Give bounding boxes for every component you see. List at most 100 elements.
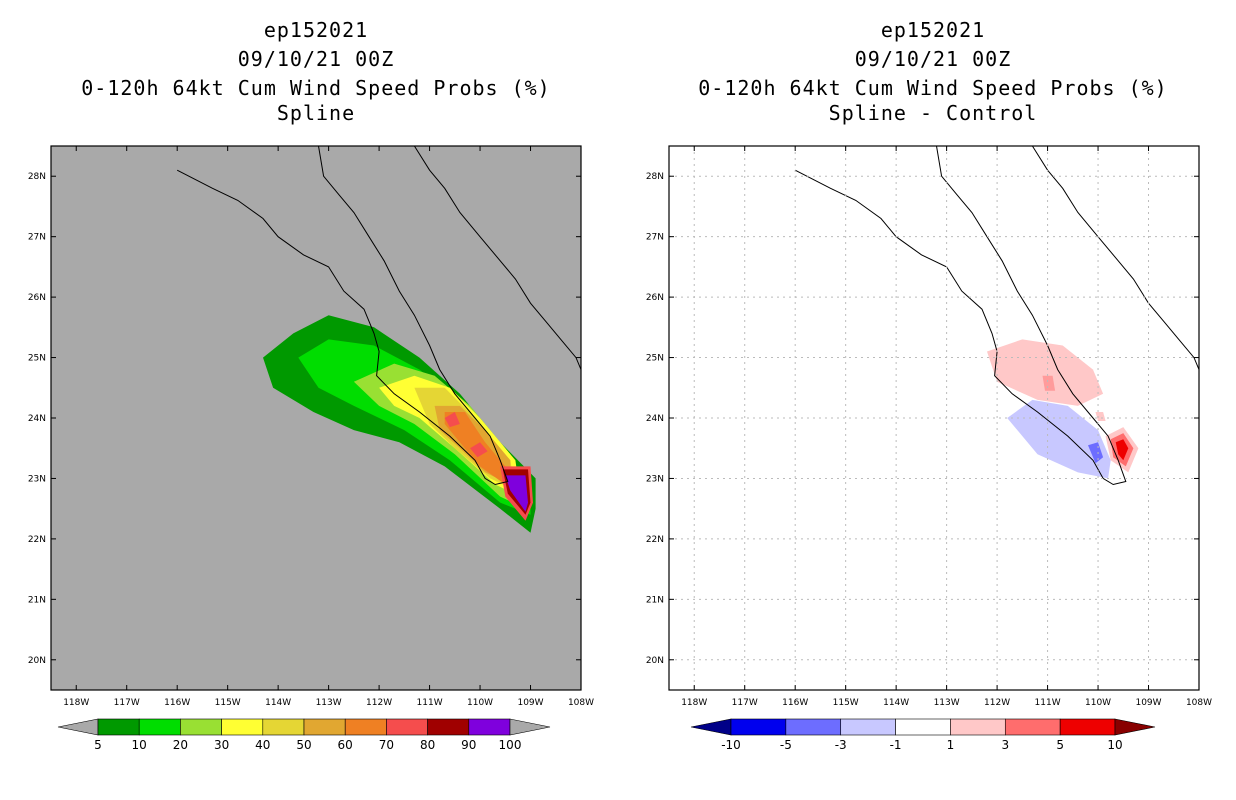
colorbar-label-5: 50 — [296, 738, 311, 752]
contour-level-90-11 — [505, 475, 528, 512]
x-tick-label-108W: 108W — [568, 698, 594, 708]
x-tick-label-115W: 115W — [215, 698, 241, 708]
contour-level-neg1-2 — [1007, 399, 1111, 479]
y-tick-label-20N: 20N — [646, 656, 664, 666]
colorbar-label-5: 3 — [1001, 738, 1009, 752]
y-tick-label-26N: 26N — [646, 293, 664, 303]
colorbar-below-triangle — [690, 718, 732, 736]
colorbar-swatch-7 — [386, 718, 428, 736]
colorbar-swatch-6 — [344, 718, 387, 736]
y-tick-label-26N: 26N — [28, 293, 46, 303]
plot-area — [51, 146, 581, 690]
right-valid-time: 09/10/21 00Z — [854, 47, 1012, 71]
x-tick-label-109W: 109W — [1135, 698, 1161, 708]
colorbar-below-triangle — [57, 718, 99, 736]
colorbar-swatch-1 — [138, 718, 181, 736]
y-tick-label-21N: 21N — [28, 595, 46, 605]
y-tick-label-25N: 25N — [646, 354, 664, 364]
colorbar-swatch-4 — [950, 718, 1006, 736]
colorbar-swatch-9 — [468, 718, 511, 736]
contour-level-70-7 — [444, 412, 460, 428]
y-tick-label-20N: 20N — [28, 656, 46, 666]
right-storm-id: ep152021 — [880, 18, 986, 42]
colorbar-swatch-5 — [1004, 718, 1061, 736]
colorbar-label-0: 5 — [94, 738, 102, 752]
x-tick-label-108W: 108W — [1186, 698, 1212, 708]
x-tick-label-115W: 115W — [833, 698, 859, 708]
x-tick-label-114W: 114W — [265, 698, 291, 708]
colorbar-label-8: 80 — [420, 738, 435, 752]
x-tick-label-111W: 111W — [1035, 698, 1061, 708]
left-storm-id: ep152021 — [263, 18, 369, 42]
y-tick-label-27N: 27N — [28, 233, 46, 243]
left-chart: 118W 117W 116W 115W 114W 113W 112W 111W 110W 109W… — [28, 145, 594, 752]
x-tick-label-111W: 111W — [417, 698, 443, 708]
left-valid-time: 09/10/21 00Z — [237, 47, 395, 71]
coastline-0 — [794, 145, 1127, 486]
plot-frame — [668, 145, 1200, 691]
y-tick-label-22N: 22N — [28, 535, 46, 545]
x-tick-label-117W: 117W — [732, 698, 758, 708]
contour-level-3-1 — [1042, 375, 1056, 391]
colorbar-label-6: 5 — [1056, 738, 1064, 752]
y-tick-label-22N: 22N — [646, 535, 664, 545]
colorbar-above-triangle — [509, 718, 551, 736]
x-tick-label-112W: 112W — [366, 698, 392, 708]
coastline-0 — [176, 145, 509, 486]
colorbar-above-triangle — [1114, 718, 1156, 736]
y-tick-label-24N: 24N — [646, 414, 664, 424]
x-tick-label-113W: 113W — [316, 698, 342, 708]
colorbar-swatch-6 — [1059, 718, 1116, 736]
colorbar-label-3: -1 — [890, 738, 902, 752]
colorbar-swatch-4 — [262, 718, 305, 736]
coastline-1 — [413, 145, 582, 370]
right-panel-title: ep152021 09/10/21 00Z 0-120h 64kt Cum Wi… — [653, 16, 1213, 128]
colorbar-swatch-2 — [180, 718, 222, 736]
colorbar-label-2: 20 — [173, 738, 188, 752]
contour-level-1-0 — [987, 339, 1104, 406]
x-tick-label-109W: 109W — [517, 698, 543, 708]
y-tick-label-28N: 28N — [28, 172, 46, 182]
colorbar-swatch-8 — [427, 718, 470, 736]
x-tick-label-112W: 112W — [984, 698, 1010, 708]
right-subtitle: Spline - Control — [828, 101, 1038, 125]
colorbar-label-4: 40 — [255, 738, 270, 752]
y-tick-label-24N: 24N — [28, 414, 46, 424]
colorbar-label-3: 30 — [214, 738, 229, 752]
right-chart: 118W 117W 116W 115W 114W 113W 112W 111W 110W 109W… — [646, 145, 1212, 752]
x-tick-label-114W: 114W — [883, 698, 909, 708]
y-tick-label-23N: 23N — [646, 474, 664, 484]
x-tick-label-110W: 110W — [1085, 698, 1111, 708]
colorbar-label-6: 60 — [338, 738, 353, 752]
right-product: 0-120h 64kt Cum Wind Speed Probs (%) — [698, 76, 1168, 100]
colorbar-swatch-3 — [895, 718, 951, 736]
left-panel-title: ep152021 09/10/21 00Z 0-120h 64kt Cum Wi… — [36, 16, 596, 128]
x-tick-label-110W: 110W — [467, 698, 493, 708]
contour-level-70-8 — [470, 442, 488, 458]
left-product: 0-120h 64kt Cum Wind Speed Probs (%) — [81, 76, 551, 100]
colorbar-label-10: 100 — [499, 738, 522, 752]
colorbar-label-1: -5 — [780, 738, 792, 752]
colorbar-label-7: 10 — [1107, 738, 1122, 752]
contour-level-neg3-3 — [1088, 442, 1104, 464]
y-tick-label-25N: 25N — [28, 354, 46, 364]
y-tick-label-21N: 21N — [646, 595, 664, 605]
colorbar-label-7: 70 — [379, 738, 394, 752]
y-tick-label-28N: 28N — [646, 172, 664, 182]
colorbar-swatch-3 — [221, 718, 264, 736]
colorbar-swatch-0 — [97, 718, 140, 736]
colorbar-label-4: 1 — [947, 738, 955, 752]
coastline-1 — [1031, 145, 1200, 370]
y-tick-label-27N: 27N — [646, 233, 664, 243]
colorbar-swatch-0 — [730, 718, 787, 736]
y-tick-label-23N: 23N — [28, 474, 46, 484]
left-subtitle: Spline — [276, 101, 356, 125]
colorbar-swatch-5 — [303, 718, 346, 736]
colorbar-label-1: 10 — [132, 738, 147, 752]
colorbar-swatch-2 — [840, 718, 896, 736]
x-tick-label-118W: 118W — [681, 698, 707, 708]
colorbar-label-2: -3 — [835, 738, 847, 752]
contour-level-1-7 — [1095, 412, 1106, 421]
x-tick-label-117W: 117W — [114, 698, 140, 708]
plot-frame — [50, 145, 582, 691]
